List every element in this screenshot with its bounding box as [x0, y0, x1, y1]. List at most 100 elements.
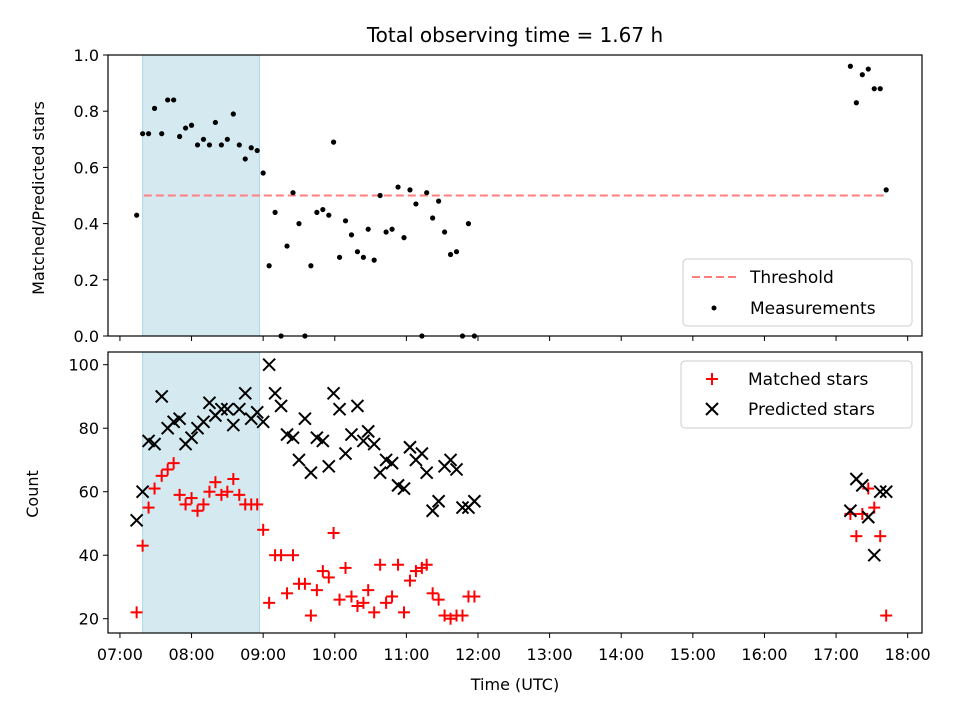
predicted-star-point [873, 484, 887, 499]
x-tick-label: 17:00 [813, 645, 859, 664]
measurement-point [865, 66, 871, 72]
measurement-point [330, 139, 337, 145]
predicted-star-point [292, 453, 306, 467]
x-axis-label: Time (UTC) [470, 675, 559, 694]
legend-threshold-label: Threshold [749, 268, 834, 288]
measurement-point [230, 111, 236, 117]
predicted-star-point [274, 399, 288, 413]
predicted-star-point [361, 424, 375, 439]
matched-star-point [333, 593, 346, 606]
measurement-point [314, 209, 320, 215]
x-tick-label: 07:00 [97, 645, 143, 664]
predicted-stars-points [129, 357, 893, 562]
bottom-y-axis-label: Count [23, 470, 42, 518]
predicted-star-point [286, 431, 300, 445]
y-tick-label: 80 [79, 419, 99, 438]
measurement-point [383, 229, 389, 235]
measurement-point [424, 190, 430, 196]
measurement-point [360, 254, 367, 260]
predicted-star-point [298, 411, 312, 426]
measurement-points [134, 63, 889, 339]
predicted-star-point [344, 427, 359, 442]
measurement-point [877, 86, 883, 92]
measurement-point [413, 201, 419, 207]
predicted-star-point [332, 402, 347, 416]
matched-star-point [310, 584, 323, 597]
measurement-point [140, 131, 146, 137]
matched-star-point [203, 485, 216, 498]
predicted-star-point [250, 405, 264, 420]
y-tick-label: 0.2 [74, 271, 99, 290]
top-y-axis-label: Matched/Predicted stars [29, 101, 48, 295]
measurement-point [389, 226, 395, 232]
y-tick-label: 1.0 [74, 46, 99, 65]
measurement-point [336, 254, 343, 260]
y-tick-label: 60 [79, 483, 99, 502]
measurement-point [260, 170, 266, 176]
predicted-star-point [415, 446, 429, 461]
matched-star-point [380, 596, 393, 609]
matched-star-point [298, 577, 311, 590]
measurement-point [883, 187, 889, 193]
predicted-star-point [184, 431, 199, 445]
measurement-point [272, 209, 278, 215]
top-panel: Total observing time = 1.67 h Matched/Pr… [29, 23, 923, 346]
bottom-legend-box [680, 360, 913, 429]
predicted-star-point [449, 462, 464, 477]
measurement-point [134, 212, 140, 218]
measurement-point [266, 263, 272, 269]
predicted-star-point [135, 484, 150, 499]
measurement-point [401, 235, 407, 241]
predicted-star-point [419, 465, 434, 480]
measurement-point [377, 192, 383, 199]
matched-star-point [403, 574, 416, 587]
matched-star-point [130, 606, 143, 619]
predicted-star-point [373, 465, 387, 480]
matched-star-point [161, 463, 174, 476]
predicted-star-point [397, 481, 411, 496]
measurement-point [407, 187, 413, 193]
predicted-star-point [129, 513, 144, 527]
predicted-star-point [326, 386, 341, 400]
measurement-point [200, 136, 207, 142]
predicted-star-point [879, 484, 893, 499]
matched-star-point [456, 609, 469, 622]
y-tick-label: 0.8 [74, 102, 99, 121]
predicted-star-point [268, 386, 282, 400]
matched-star-point [316, 565, 329, 578]
measurement-point [151, 105, 158, 111]
matched-star-point [392, 558, 405, 571]
measurement-point [296, 221, 302, 227]
matched-star-point [191, 504, 204, 517]
matched-star-point [362, 584, 375, 597]
matched-star-point [398, 606, 410, 619]
matched-star-point [357, 596, 370, 609]
x-tick-label: 11:00 [383, 645, 429, 664]
x-tick-label: 12:00 [455, 645, 501, 664]
matched-star-point [142, 501, 155, 514]
predicted-star-point [338, 446, 353, 461]
predicted-star-point [226, 418, 241, 432]
measurement-point [236, 142, 242, 148]
matched-star-point [339, 561, 352, 574]
measurement-point [254, 147, 260, 154]
predicted-star-point [238, 386, 252, 400]
measurement-point [348, 232, 355, 238]
y-tick-label: 0.6 [74, 158, 99, 177]
matched-star-point [233, 488, 246, 501]
matched-star-point [209, 476, 222, 489]
predicted-star-point [256, 415, 270, 429]
measurement-point [159, 131, 165, 137]
predicted-star-point [431, 494, 446, 508]
matched-star-point [345, 590, 358, 603]
predicted-star-point [867, 548, 881, 562]
predicted-star-point [202, 396, 217, 410]
predicted-star-point [214, 402, 229, 416]
top-legend-box [682, 258, 913, 327]
legend-measurements-label: Measurements [750, 299, 876, 319]
measurement-point [465, 221, 472, 227]
x-tick-label: 10:00 [312, 645, 358, 664]
measurement-point [430, 215, 436, 221]
